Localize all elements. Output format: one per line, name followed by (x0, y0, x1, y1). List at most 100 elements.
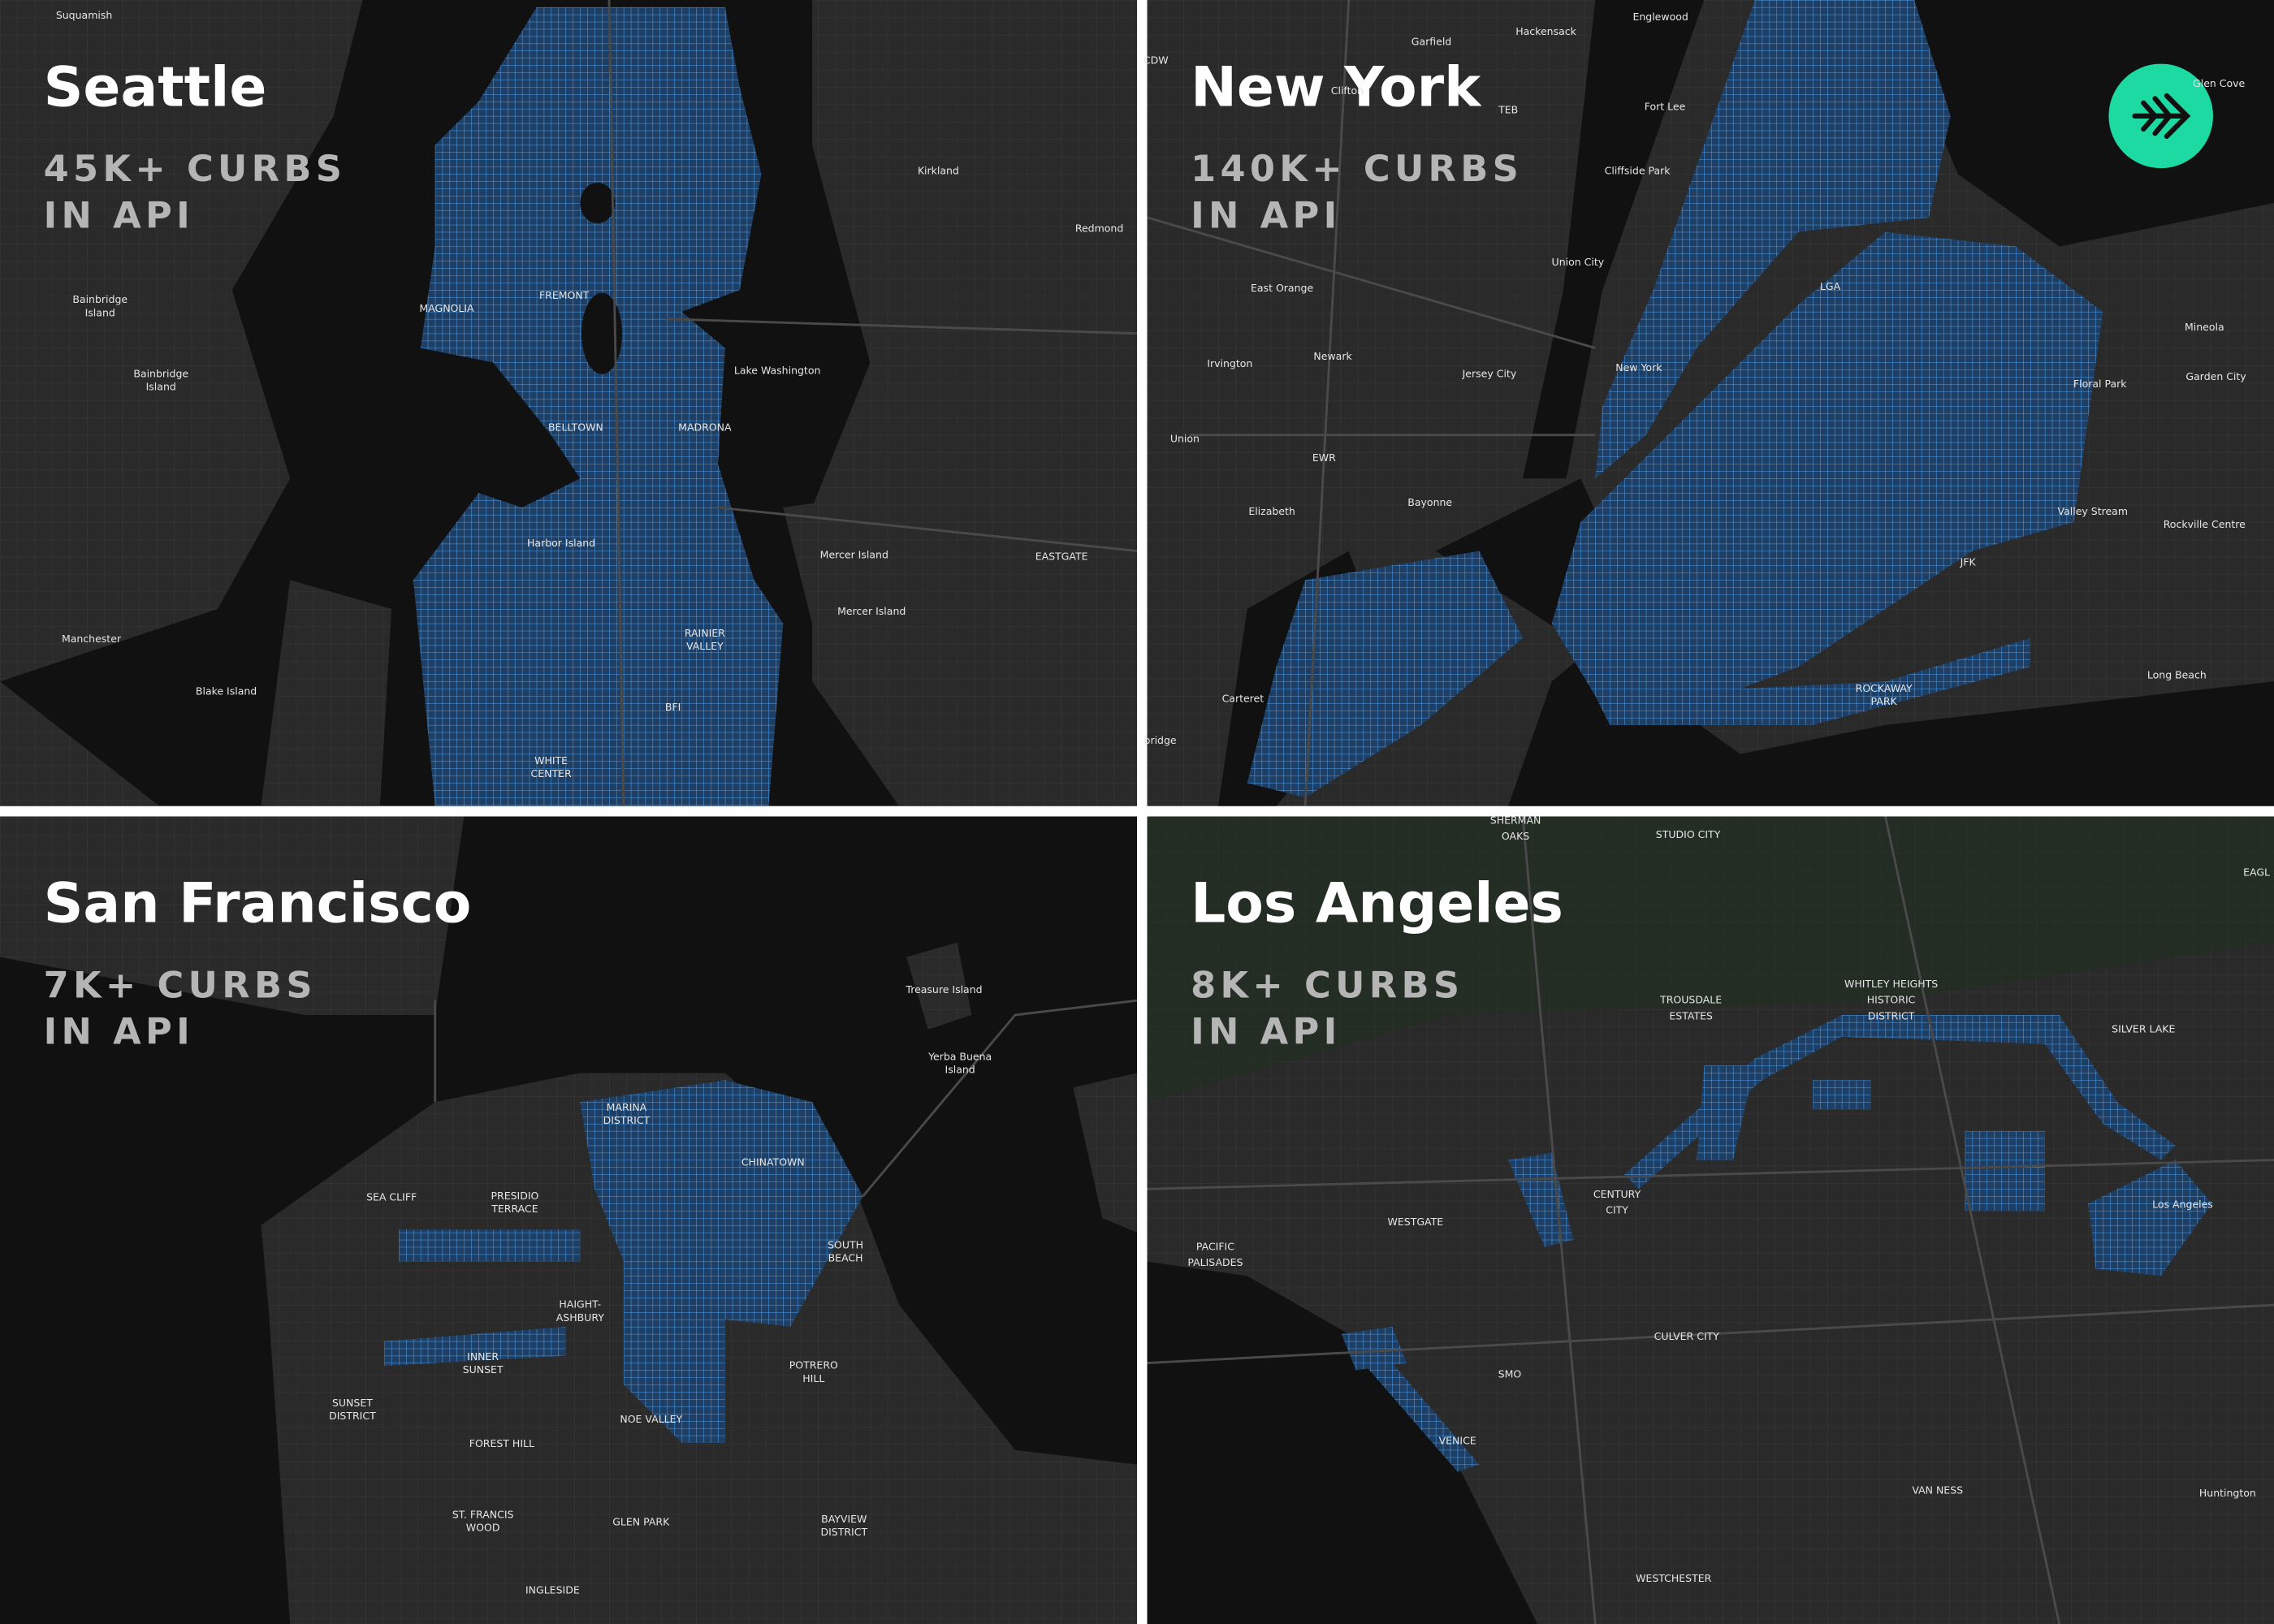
place-label: WHITLEY HEIGHTS (1844, 978, 1938, 990)
place-label: CDW (1143, 54, 1169, 67)
place-label: East Orange (1251, 282, 1313, 294)
place-label: OAKS (1502, 830, 1529, 842)
place-label: BAYVIEW (821, 1513, 867, 1525)
place-label: PARK (1871, 695, 1898, 707)
place-label: MARINA (607, 1101, 647, 1113)
place-label: WESTGATE (1388, 1216, 1444, 1228)
curb-count: 140K+ CURBS (1191, 148, 1523, 190)
place-label: Carteret (1222, 692, 1265, 704)
place-label: Mineola (2185, 321, 2224, 333)
place-label: CITY (1606, 1204, 1628, 1216)
place-label: MAGNOLIA (419, 302, 474, 314)
place-label: GLEN PARK (612, 1516, 670, 1528)
place-label: Island (146, 380, 176, 392)
curb-count: IN API (1191, 1011, 1341, 1053)
place-label: WHITE (534, 754, 568, 767)
san-francisco-map (0, 816, 1137, 1624)
logo-icon (2132, 93, 2191, 139)
place-label: Blake Island (196, 685, 257, 697)
place-label: Fort Lee (1645, 101, 1686, 113)
place-label: SMO (1498, 1367, 1522, 1380)
curb-count: IN API (1191, 194, 1341, 236)
curb-count: 7K+ CURBS (44, 965, 317, 1007)
place-label: JFK (1960, 555, 1977, 568)
place-label: INGLESIDE (525, 1584, 580, 1596)
place-label: EASTGATE (1035, 550, 1088, 562)
city-title: Seattle (44, 55, 267, 119)
place-label: Manchester (62, 633, 122, 645)
los-angeles-map (1147, 816, 2274, 1624)
place-label: Island (945, 1063, 975, 1075)
place-label: ROCKAWAY (1856, 682, 1913, 694)
new-york-map (1147, 0, 2274, 806)
place-label: Newark (1313, 350, 1352, 362)
city-title: San Francisco (44, 872, 472, 936)
place-label: Elizabeth (1248, 505, 1295, 517)
place-label: MADRONA (678, 421, 732, 433)
place-label: SUNSET (463, 1363, 504, 1376)
place-label: HISTORIC (1867, 994, 1916, 1006)
place-label: PRESIDIO (491, 1190, 538, 1202)
place-label: SOUTH (828, 1239, 863, 1251)
seattle-map (0, 0, 1137, 806)
place-label: NOE VALLEY (620, 1413, 682, 1425)
place-label: TROUSDALE (1659, 994, 1722, 1006)
place-label: INNER (467, 1350, 499, 1363)
place-label: Union City (1552, 256, 1605, 268)
place-label: Garden City (2185, 370, 2246, 382)
place-label: Huntington (2199, 1487, 2256, 1499)
place-label: CHINATOWN (741, 1156, 805, 1168)
place-label: HAIGHT- (559, 1298, 601, 1311)
place-label: CENTURY (1593, 1188, 1641, 1200)
place-label: PALISADES (1187, 1256, 1243, 1268)
place-label: Suquamish (56, 9, 112, 21)
place-label: DISTRICT (1868, 1009, 1915, 1021)
place-label: SILVER LAKE (2112, 1022, 2175, 1034)
place-label: TEB (1498, 103, 1518, 115)
place-label: Jersey City (1462, 367, 1517, 379)
place-label: ESTATES (1669, 1009, 1713, 1021)
place-label: HILL (802, 1372, 824, 1384)
place-label: EAGL (2243, 866, 2270, 879)
place-label: FREMONT (539, 289, 590, 301)
place-label: Irvington (1207, 357, 1252, 369)
place-label: STUDIO CITY (1656, 828, 1721, 840)
place-label: Cliffside Park (1605, 164, 1671, 176)
place-label: DISTRICT (603, 1114, 651, 1126)
place-label: Bainbridge (72, 293, 128, 305)
place-label: Union (1170, 433, 1200, 445)
place-label: PACIFIC (1196, 1240, 1234, 1252)
place-label: Glen Cove (2193, 77, 2246, 89)
place-label: Rockville Centre (2164, 518, 2246, 530)
place-label: BELLTOWN (548, 421, 603, 433)
place-label: LGA (1820, 280, 1841, 292)
place-label: ST. FRANCIS (452, 1509, 514, 1521)
place-label: Long Beach (2147, 669, 2207, 681)
place-label: EWR (1312, 451, 1336, 464)
place-label: Kirkland (918, 164, 959, 176)
place-label: Redmond (1075, 222, 1123, 235)
curb-count: IN API (44, 1011, 194, 1053)
city-title: Los Angeles (1191, 872, 1563, 936)
place-label: RAINIER (685, 627, 725, 639)
place-label: VENICE (1439, 1435, 1476, 1447)
place-label: ASHBURY (556, 1311, 604, 1324)
curb-count: 8K+ CURBS (1191, 965, 1463, 1007)
place-label: SEA CLIFF (366, 1191, 417, 1203)
place-label: Los Angeles (2152, 1199, 2213, 1211)
place-label: BEACH (828, 1252, 863, 1264)
place-label: WESTCHESTER (1636, 1572, 1712, 1584)
place-label: Bayonne (1407, 496, 1452, 508)
place-label: DISTRICT (329, 1410, 376, 1422)
place-label: bridge (1144, 734, 1177, 746)
place-label: Floral Park (2073, 378, 2127, 390)
place-label: Hackensack (1515, 25, 1576, 37)
place-label: Garfield (1412, 35, 1451, 47)
place-label: WOOD (466, 1522, 500, 1534)
place-label: CULVER CITY (1654, 1330, 1720, 1342)
place-label: DISTRICT (820, 1526, 867, 1538)
city-title: New York (1191, 55, 1482, 119)
place-label: Mercer Island (837, 605, 906, 617)
place-label: SUNSET (332, 1397, 373, 1409)
